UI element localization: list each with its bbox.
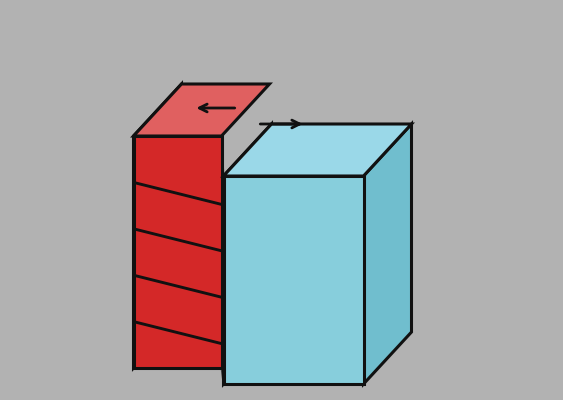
Polygon shape <box>133 84 181 368</box>
Polygon shape <box>133 84 270 136</box>
Polygon shape <box>224 124 412 176</box>
Polygon shape <box>133 136 221 368</box>
Polygon shape <box>364 124 412 384</box>
Polygon shape <box>224 176 364 384</box>
Polygon shape <box>224 124 271 384</box>
